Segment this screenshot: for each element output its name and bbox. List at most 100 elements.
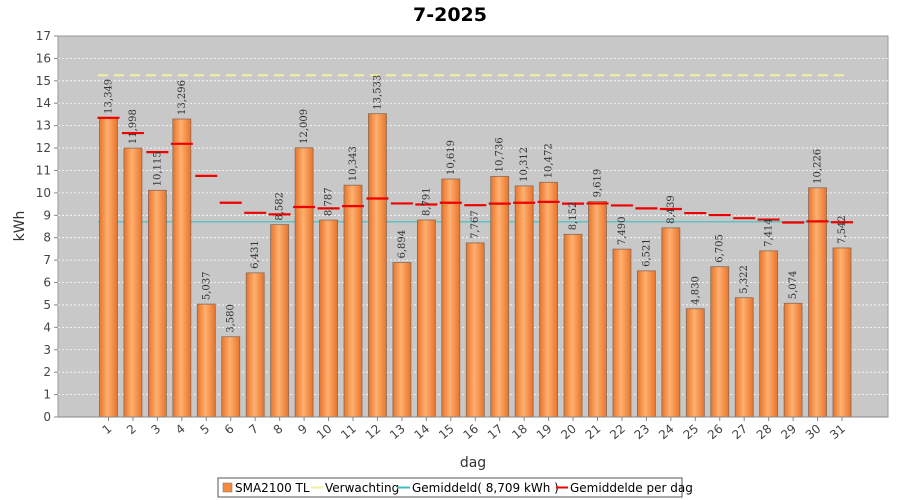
y-tick-label: 6 [43,276,51,290]
bar [563,233,583,418]
bar [514,185,534,418]
bar [294,147,314,418]
y-tick-label: 3 [43,343,51,357]
legend-label-daily-average: Gemiddelde per dag [570,481,693,495]
legend-swatch-bar [222,482,233,493]
y-tick-label: 8 [43,231,51,245]
bar [759,250,779,418]
x-tick-label: 20 [558,422,579,443]
y-axis-title: kWh [12,211,28,242]
bar-value-label: 5,074 [788,271,799,300]
bar [245,272,265,418]
x-tick-label: 9 [295,422,310,438]
y-tick-label: 0 [43,410,51,424]
x-axis-ticks: 1 2 3 4 5 6 7 8 9 10 11 12 13 14 15 16 17 18 19 20 21 22 23 24 2… [58,416,888,443]
bar-value-label: 8,787 [324,187,335,216]
x-tick-label: 13 [387,422,408,443]
y-tick-label: 14 [36,96,51,110]
bar-value-label: 6,705 [715,234,726,263]
x-tick-label: 25 [681,422,702,443]
x-tick-label: 31 [827,422,848,443]
bar [832,247,852,418]
bar [221,336,241,418]
legend-box [217,477,683,498]
y-tick-label: 15 [36,74,51,88]
bar [343,184,363,418]
data-labels: 13,349 11,998 10,115 13,296 5,037 3,580 6,431 8… [104,75,849,333]
y-tick-label: 7 [43,253,51,267]
x-tick-label: 8 [271,422,286,438]
bar-value-label: 7,490 [617,216,628,245]
bar-value-label: 10,115 [152,151,163,186]
y-tick-label: 10 [36,186,51,200]
x-tick-label: 21 [583,422,604,443]
x-axis-title: dag [460,455,486,471]
bar [416,219,436,418]
bar-value-label: 10,343 [348,146,359,181]
bar-value-label: 6,431 [250,240,261,269]
x-tick-label: 30 [803,422,824,443]
bar [685,308,705,418]
x-tick-label: 14 [412,422,433,443]
daily-average-markers [97,116,853,224]
bar-value-label: 13,533 [372,75,383,110]
y-tick-label: 9 [43,208,51,222]
x-tick-label: 3 [148,422,163,438]
bar-value-label: 8,791 [421,187,432,216]
bar [172,118,192,418]
bar [123,147,143,418]
x-tick-label: 22 [607,422,628,443]
bar-value-label: 5,037 [201,271,212,300]
bar-value-label: 10,312 [519,147,530,182]
bar [392,262,412,418]
chart-title: 7-2025 [413,4,487,26]
y-tick-label: 16 [36,51,51,65]
bar [783,302,803,418]
bar-value-label: 10,619 [446,140,457,175]
x-tick-label: 2 [124,422,139,438]
bar-value-label: 5,322 [739,265,750,294]
bar-value-label: 8,439 [666,195,677,224]
bar-value-label: 6,521 [641,238,652,267]
bar [441,178,461,418]
legend: SMA2100 TL Verwachting Gemiddeld( 8,709 … [217,477,693,498]
x-tick-label: 19 [534,422,555,443]
y-tick-label: 4 [43,320,51,334]
x-tick-label: 17 [485,422,506,443]
bar [612,248,632,418]
bar [99,117,118,418]
x-tick-label: 5 [197,422,212,438]
x-tick-label: 23 [632,422,653,443]
bar-value-label: 11,998 [128,109,139,144]
bar [710,266,730,418]
legend-label-expected: Verwachting [325,481,399,495]
x-tick-label: 18 [509,422,530,443]
bar-value-label: 3,580 [226,304,237,333]
bar-value-label: 10,736 [495,137,506,172]
x-tick-label: 29 [778,422,799,443]
y-tick-label: 12 [36,141,51,155]
y-tick-label: 1 [43,388,51,402]
bar [661,227,681,418]
bar [319,219,338,418]
y-tick-label: 5 [43,298,51,312]
bar-value-label: 6,894 [397,230,408,259]
bar [490,175,510,418]
x-tick-label: 16 [460,422,481,443]
bar [734,297,754,418]
y-tick-label: 2 [43,365,51,379]
bar [588,201,607,418]
bar-value-label: 8,152 [568,202,579,231]
bar-value-label: 7,767 [470,210,481,239]
bar-value-label: 7,414 [764,218,775,247]
x-tick-label: 6 [222,422,237,438]
bar-value-label: 7,542 [837,215,848,244]
y-tick-label: 17 [36,29,51,43]
reference-lines [98,74,848,223]
bar-value-label: 4,830 [690,276,701,305]
bar-value-label: 12,009 [299,109,310,144]
x-tick-label: 1 [100,422,115,438]
x-tick-label: 24 [656,422,677,443]
bar-value-label: 10,472 [544,143,555,178]
